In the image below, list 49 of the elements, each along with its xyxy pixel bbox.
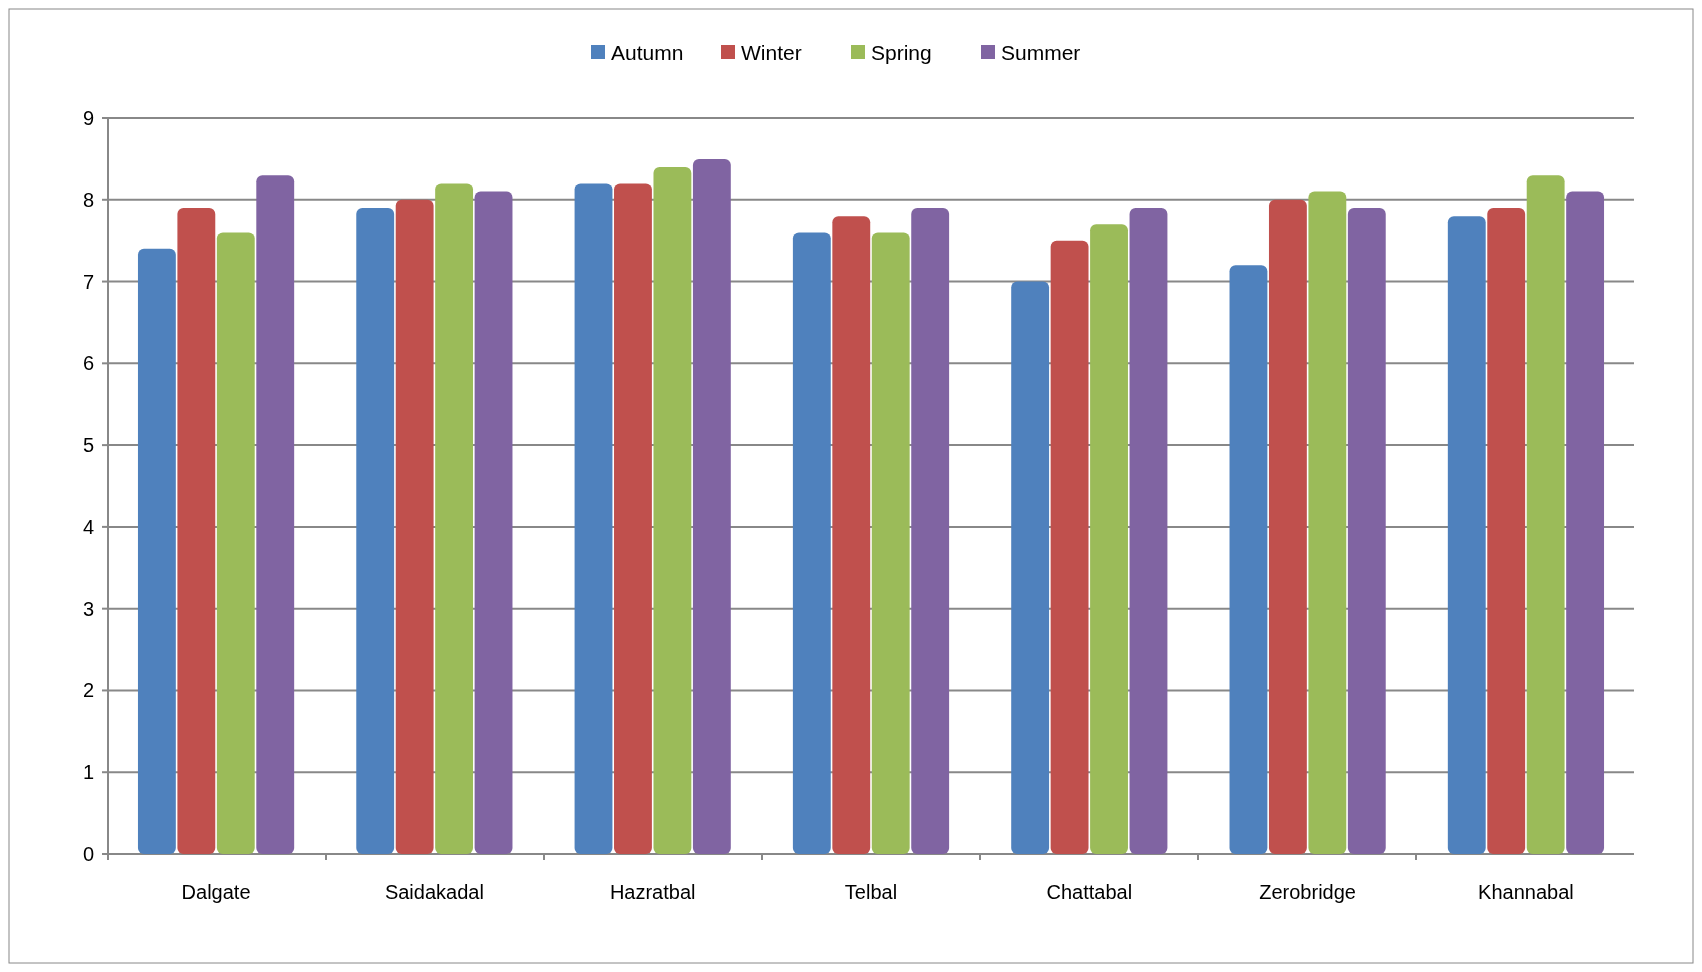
legend-label: Spring — [871, 41, 932, 65]
y-tick-label: 7 — [82, 270, 94, 293]
y-tick-label: 4 — [82, 515, 94, 538]
bar — [1050, 240, 1089, 854]
legend-label: Autumn — [611, 41, 684, 65]
bar — [356, 207, 395, 854]
y-tick-label: 6 — [82, 352, 94, 375]
bar — [216, 232, 255, 854]
bar — [871, 232, 910, 854]
bar — [1268, 199, 1307, 854]
bar — [1487, 207, 1526, 854]
y-tick-label: 9 — [82, 107, 94, 129]
y-tick-label: 8 — [82, 188, 94, 211]
y-tick-label: 5 — [82, 434, 94, 457]
bar — [792, 232, 831, 854]
x-tick-label: Chattabal — [1046, 881, 1133, 903]
x-tick-label: Zerobridge — [1259, 881, 1356, 903]
bar — [1090, 224, 1128, 854]
bar — [1566, 191, 1605, 854]
bar — [177, 207, 216, 854]
bar — [435, 183, 474, 854]
x-tick-label: Hazratbal — [609, 881, 696, 903]
x-tick-label: Saidakadal — [384, 881, 484, 903]
bar — [1229, 265, 1268, 854]
bar — [256, 175, 295, 854]
bar — [474, 191, 513, 854]
x-tick-label: Dalgate — [181, 881, 251, 903]
bar — [832, 216, 871, 854]
y-tick-label: 2 — [82, 679, 94, 702]
legend-label: Winter — [741, 41, 802, 65]
bar — [574, 183, 613, 854]
legend-label: Summer — [1001, 41, 1081, 65]
bar — [1308, 191, 1347, 854]
bar — [1526, 175, 1565, 854]
y-tick-label: 3 — [82, 597, 94, 620]
bar — [1347, 207, 1386, 854]
bar — [653, 167, 692, 854]
x-tick-label: Telbal — [844, 881, 898, 903]
x-tick-label: Khannabal — [1478, 881, 1574, 903]
bar — [911, 207, 950, 854]
bar — [614, 183, 652, 854]
bar — [1011, 281, 1050, 854]
bar — [395, 199, 434, 854]
bar — [1447, 216, 1486, 854]
bar — [137, 248, 176, 854]
bar — [692, 158, 731, 854]
y-tick-label: 0 — [82, 843, 94, 865]
bar — [1129, 207, 1168, 854]
y-tick-label: 1 — [82, 761, 94, 784]
